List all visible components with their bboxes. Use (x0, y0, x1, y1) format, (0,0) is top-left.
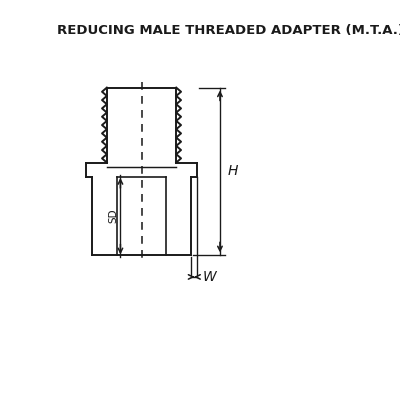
Text: W: W (203, 270, 216, 284)
Text: REDUCING MALE THREADED ADAPTER (M.T.A.): REDUCING MALE THREADED ADAPTER (M.T.A.) (57, 24, 400, 37)
Text: H: H (228, 164, 238, 178)
Text: SD: SD (108, 209, 118, 224)
